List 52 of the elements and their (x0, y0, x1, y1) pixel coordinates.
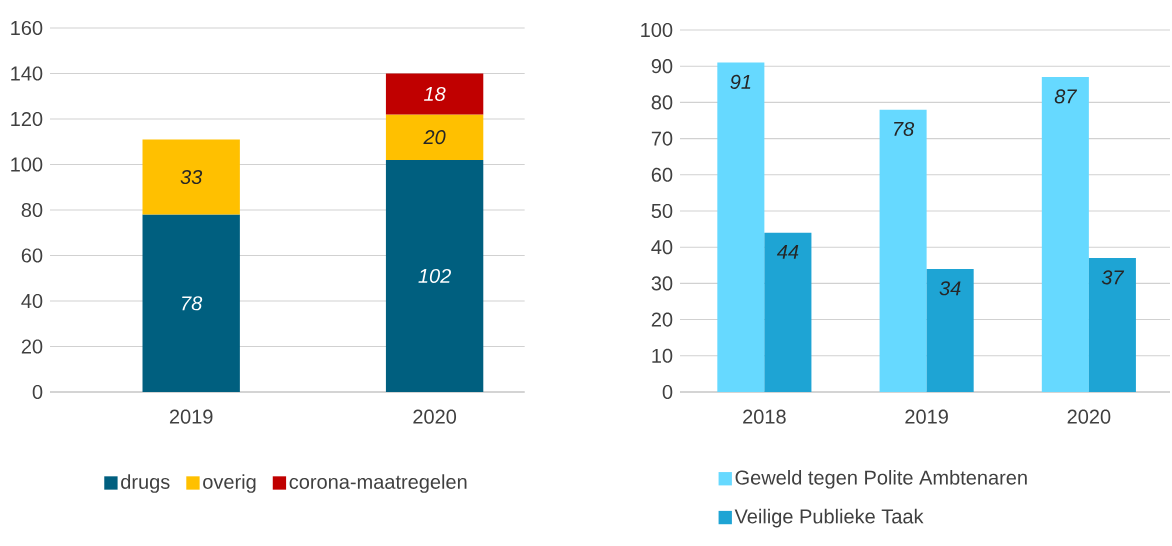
y-tick-label: 20 (21, 339, 43, 354)
bar (764, 232, 812, 392)
legend-label: drugs (121, 474, 170, 493)
data-label: 20 (423, 130, 446, 145)
legend-label: corona-maatregelen (289, 474, 467, 493)
data-label: 102 (418, 268, 451, 284)
y-tick-label: 80 (21, 202, 43, 218)
data-label: 44 (776, 244, 799, 259)
x-tick-label: 2018 (743, 409, 786, 424)
x-tick-label: 2019 (905, 409, 948, 424)
y-tick-label: 10 (652, 348, 673, 363)
y-tick-label: 60 (21, 248, 43, 263)
bar (1088, 258, 1136, 392)
data-label: 18 (424, 86, 446, 102)
y-tick-label: 0 (662, 384, 673, 400)
data-label: 37 (1101, 270, 1125, 285)
x-tick-label: 2019 (169, 409, 213, 424)
y-tick-label: 50 (651, 203, 673, 219)
bar (142, 139, 240, 215)
data-label: 91 (730, 74, 751, 89)
y-tick-label: 20 (651, 312, 673, 327)
y-tick-label: 160 (11, 20, 43, 36)
y-tick-label: 90 (651, 59, 673, 74)
bar (385, 159, 484, 392)
bar (879, 109, 927, 392)
x-tick-label: 2020 (1067, 409, 1111, 424)
data-label: 87 (1054, 89, 1078, 104)
bar (1041, 77, 1089, 392)
y-tick-label: 40 (21, 293, 43, 309)
y-tick-label: 70 (651, 131, 673, 146)
y-tick-label: 40 (651, 240, 673, 255)
bar (717, 62, 765, 392)
y-tick-label: 0 (32, 384, 43, 400)
x-tick-label: 2020 (413, 409, 457, 424)
y-tick-label: 100 (11, 157, 43, 172)
y-tick-label: 30 (651, 276, 673, 291)
legend-label: Geweld tegen Polite Ambtenaren (735, 469, 1027, 489)
y-tick-label: 120 (11, 111, 43, 127)
legend-label: overig (203, 474, 256, 493)
bar (142, 214, 240, 392)
data-label: 34 (939, 281, 961, 296)
bar (385, 114, 484, 160)
data-label: 33 (180, 169, 203, 185)
y-tick-label: 80 (651, 95, 673, 110)
bar (385, 73, 484, 115)
y-tick-label: 60 (651, 167, 673, 182)
data-label: 78 (894, 121, 915, 137)
y-tick-label: 100 (641, 22, 673, 38)
data-label: 78 (182, 296, 203, 311)
bar (926, 268, 974, 392)
legend-label: Veilige Publieke Taak (734, 508, 924, 528)
y-tick-label: 140 (11, 66, 43, 81)
